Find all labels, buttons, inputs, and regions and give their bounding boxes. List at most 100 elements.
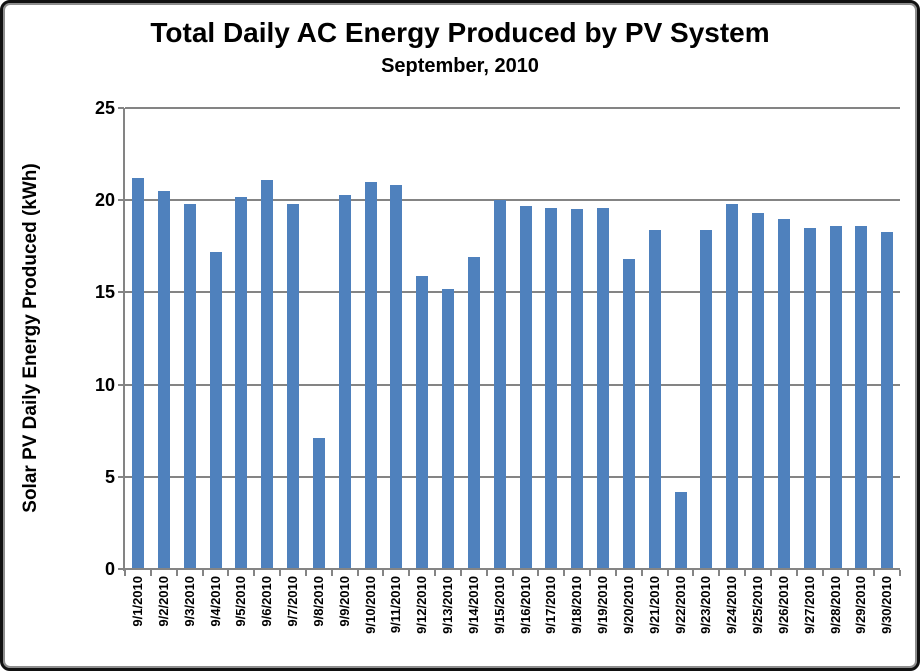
gridline-15 [125, 291, 900, 294]
y-tick-label-5: 5 [104, 466, 115, 487]
x-label-9/15/2010: 9/15/2010 [492, 576, 507, 634]
bar-9/19/2010 [597, 208, 609, 569]
x-label-9/23/2010: 9/23/2010 [698, 576, 713, 634]
x-label-9/19/2010: 9/19/2010 [595, 576, 610, 634]
x-label-9/25/2010: 9/25/2010 [750, 576, 765, 634]
bar-9/28/2010 [830, 226, 842, 569]
x-axis-tick [382, 570, 384, 576]
y-axis-tick-10 [118, 383, 124, 386]
x-label-9/9/2010: 9/9/2010 [337, 576, 352, 627]
x-axis-tick [202, 570, 204, 576]
gridline-20 [125, 199, 900, 202]
y-tick-label-0: 0 [104, 559, 115, 579]
x-axis-tick [486, 570, 488, 576]
x-label-9/21/2010: 9/21/2010 [647, 576, 662, 634]
x-label-9/26/2010: 9/26/2010 [776, 576, 791, 634]
bar-9/29/2010 [855, 226, 867, 569]
x-label-9/18/2010: 9/18/2010 [569, 576, 584, 634]
x-axis-tick [847, 570, 849, 576]
bar-9/30/2010 [881, 232, 893, 569]
x-label-9/30/2010: 9/30/2010 [879, 576, 894, 634]
y-tick-label-10: 10 [94, 374, 115, 395]
bar-9/6/2010 [261, 180, 273, 569]
bar-9/5/2010 [235, 197, 247, 569]
bar-9/8/2010 [313, 438, 325, 569]
x-axis-line [123, 568, 900, 570]
bar-9/9/2010 [339, 195, 351, 569]
x-axis-tick [899, 570, 901, 576]
bar-9/1/2010 [132, 178, 144, 569]
x-label-9/10/2010: 9/10/2010 [363, 576, 378, 634]
bar-9/24/2010 [726, 204, 738, 569]
x-label-9/7/2010: 9/7/2010 [285, 576, 300, 627]
bar-9/15/2010 [494, 200, 506, 569]
x-axis-tick [744, 570, 746, 576]
gridline-25 [125, 107, 900, 109]
x-label-9/29/2010: 9/29/2010 [853, 576, 868, 634]
bar-9/7/2010 [287, 204, 299, 569]
x-axis-tick [150, 570, 152, 576]
bar-9/11/2010 [390, 185, 402, 569]
x-label-9/11/2010: 9/11/2010 [388, 576, 403, 634]
bar-9/16/2010 [520, 206, 532, 569]
x-axis-tick [357, 570, 359, 576]
x-axis-tick [279, 570, 281, 576]
bar-9/3/2010 [184, 204, 196, 569]
x-label-9/28/2010: 9/28/2010 [828, 576, 843, 634]
bar-9/26/2010 [778, 219, 790, 569]
x-label-9/12/2010: 9/12/2010 [414, 576, 429, 634]
y-tick-label-15: 15 [94, 282, 115, 303]
x-axis-tick [124, 570, 126, 576]
x-axis-tick [641, 570, 643, 576]
bar-9/12/2010 [416, 276, 428, 569]
bar-9/10/2010 [365, 182, 377, 569]
gridline-10 [125, 383, 900, 386]
x-axis-tick [667, 570, 669, 576]
x-label-9/1/2010: 9/1/2010 [130, 576, 145, 627]
y-tick-label-25: 25 [94, 98, 115, 118]
x-axis-tick [589, 570, 591, 576]
x-axis-tick [615, 570, 617, 576]
y-axis-tick-25 [118, 107, 124, 109]
bar-9/13/2010 [442, 289, 454, 569]
x-label-9/4/2010: 9/4/2010 [208, 576, 223, 627]
x-axis-tick [537, 570, 539, 576]
x-axis-tick [408, 570, 410, 576]
x-axis-tick [873, 570, 875, 576]
y-axis-title: Solar PV Daily Energy Produced (kWh) [20, 163, 41, 513]
x-axis-tick [512, 570, 514, 576]
bar-9/25/2010 [752, 213, 764, 569]
bar-9/23/2010 [700, 230, 712, 569]
gridline-5 [125, 475, 900, 478]
x-axis-tick [331, 570, 333, 576]
x-axis-tick [563, 570, 565, 576]
x-axis-tick [460, 570, 462, 576]
y-axis-line [123, 108, 125, 571]
chart-title: Total Daily AC Energy Produced by PV Sys… [150, 17, 770, 48]
x-label-9/3/2010: 9/3/2010 [182, 576, 197, 627]
x-label-9/2/2010: 9/2/2010 [156, 576, 171, 627]
bar-9/27/2010 [804, 228, 816, 569]
bar-9/20/2010 [623, 259, 635, 569]
x-label-9/22/2010: 9/22/2010 [673, 576, 688, 634]
x-axis-tick [822, 570, 824, 576]
y-axis-tick-20 [118, 199, 124, 202]
y-tick-label-20: 20 [94, 190, 115, 211]
x-axis-tick [227, 570, 229, 576]
x-label-9/20/2010: 9/20/2010 [621, 576, 636, 634]
bar-9/18/2010 [571, 209, 583, 569]
bar-9/17/2010 [545, 208, 557, 569]
x-label-9/16/2010: 9/16/2010 [518, 576, 533, 634]
x-axis-tick [434, 570, 436, 576]
chart-subtitle: September, 2010 [381, 55, 539, 77]
x-axis-tick [305, 570, 307, 576]
x-label-9/24/2010: 9/24/2010 [724, 576, 739, 634]
x-label-9/17/2010: 9/17/2010 [543, 576, 558, 634]
y-axis-tick-15 [118, 291, 124, 294]
bar-9/4/2010 [210, 252, 222, 569]
x-axis-tick [718, 570, 720, 576]
bar-9/14/2010 [468, 257, 480, 569]
bar-9/2/2010 [158, 191, 170, 569]
x-label-9/14/2010: 9/14/2010 [466, 576, 481, 634]
